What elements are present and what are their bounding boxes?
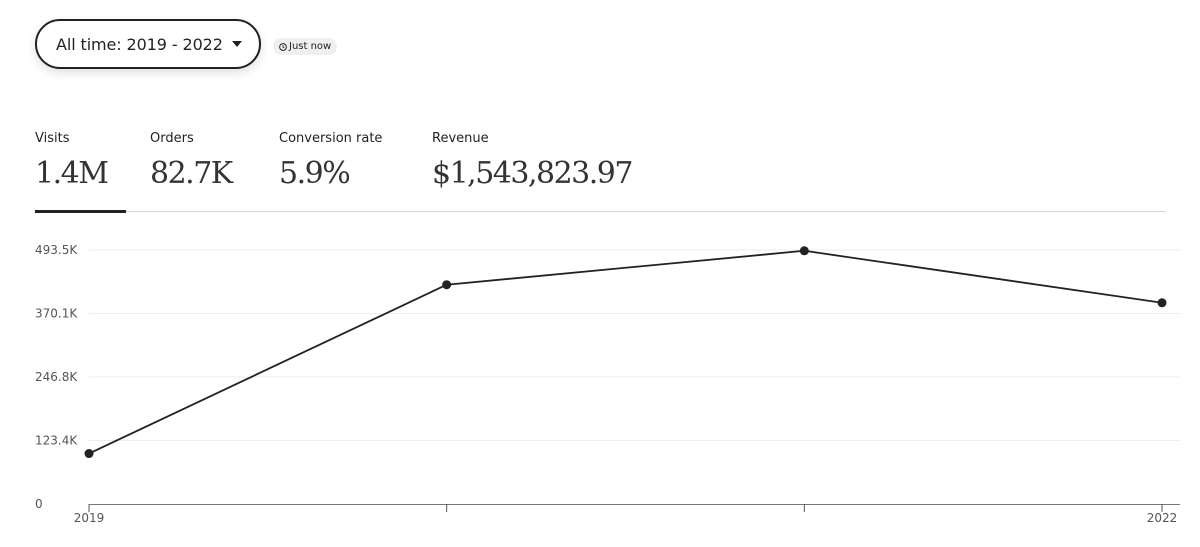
- y-tick-label: 493.5K: [35, 243, 78, 257]
- metric-value: 5.9%: [279, 156, 351, 191]
- last-updated-badge: Just now: [273, 38, 338, 55]
- clock-icon: [279, 42, 287, 51]
- metric-label: Orders: [150, 131, 194, 146]
- caret-down-icon: [231, 41, 242, 47]
- metric-value: $1,543,823.97: [432, 156, 633, 191]
- metric-label: Conversion rate: [279, 131, 383, 146]
- metric-value: 82.7K: [150, 156, 233, 191]
- last-updated-text: Just now: [289, 41, 332, 52]
- series-line: [88, 249, 1163, 455]
- metric-value: 1.4M: [35, 156, 109, 191]
- data-point: [442, 280, 452, 290]
- x-tick-label: 2019: [74, 511, 105, 525]
- y-tick-label: 246.8K: [35, 370, 78, 384]
- data-point: [1157, 298, 1167, 308]
- data-point: [799, 246, 809, 256]
- tabs-divider: [35, 211, 1166, 212]
- y-tick-label: 0: [35, 497, 43, 511]
- date-range-label: All time: 2019 - 2022: [56, 34, 223, 54]
- date-range-dropdown[interactable]: All time: 2019 - 2022: [35, 19, 261, 69]
- metric-label: Revenue: [432, 131, 489, 146]
- metric-tab-revenue[interactable]: Revenue $1,543,823.97: [432, 131, 633, 191]
- y-tick-label: 370.1K: [35, 307, 78, 321]
- selected-tab-indicator: [35, 210, 126, 213]
- metric-tab-visits[interactable]: Visits 1.4M: [35, 131, 109, 191]
- data-point: [84, 449, 94, 459]
- metric-label: Visits: [35, 131, 70, 146]
- x-tick-label: 2022: [1147, 511, 1178, 525]
- y-tick-label: 123.4K: [35, 433, 78, 447]
- metric-tab-conversion-rate[interactable]: Conversion rate 5.9%: [279, 131, 382, 191]
- visits-line-chart: 0 123.4K 246.8K 370.1K 493.5K 2019 2022: [35, 243, 1180, 525]
- metric-tab-orders[interactable]: Orders 82.7K: [150, 131, 233, 191]
